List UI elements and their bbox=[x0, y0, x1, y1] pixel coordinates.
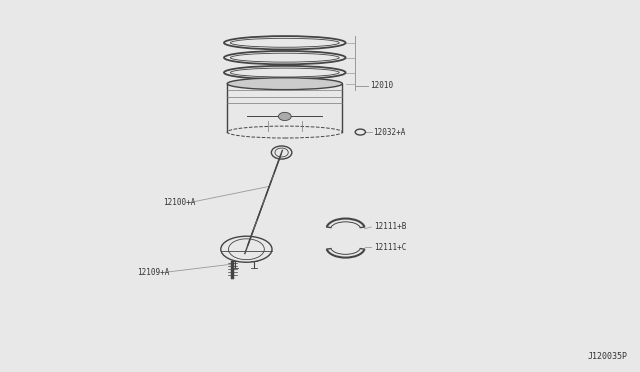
Text: 12100+A: 12100+A bbox=[163, 198, 196, 207]
Text: 12010: 12010 bbox=[370, 81, 393, 90]
Ellipse shape bbox=[278, 112, 291, 121]
Text: 12032+A: 12032+A bbox=[373, 128, 406, 137]
Text: J120035P: J120035P bbox=[588, 352, 627, 361]
Text: 12109+A: 12109+A bbox=[138, 268, 170, 277]
Ellipse shape bbox=[227, 78, 342, 90]
Text: 12111+C: 12111+C bbox=[374, 243, 407, 252]
Text: 12111+B: 12111+B bbox=[374, 222, 407, 231]
